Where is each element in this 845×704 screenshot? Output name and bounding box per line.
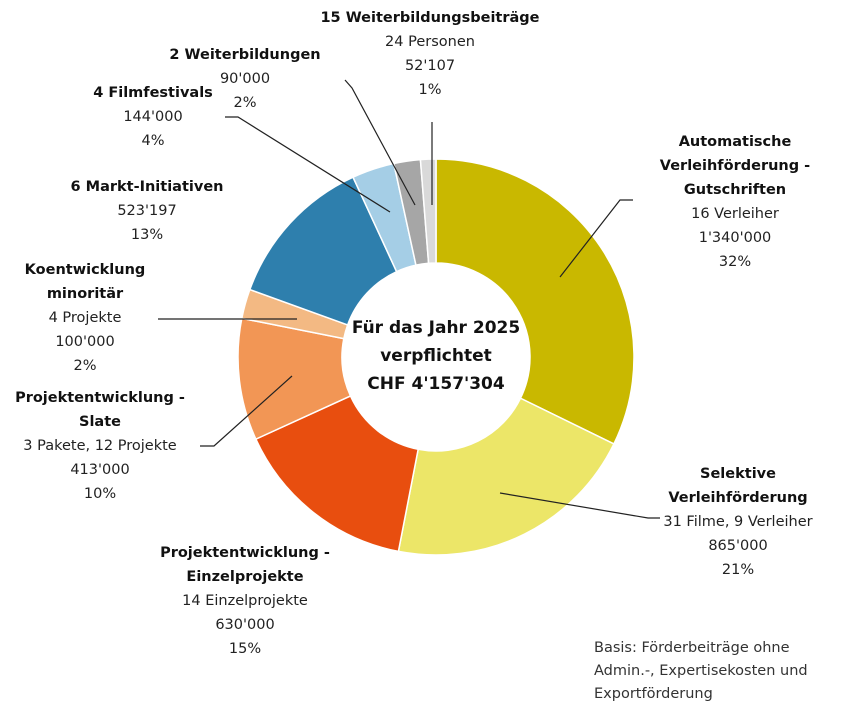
value-label: 144'000 <box>123 109 182 125</box>
share-label: 13% <box>131 227 163 243</box>
slice-label: 15 Weiterbildungsbeiträge <box>320 10 539 26</box>
share-label: 4% <box>141 133 164 149</box>
slice-label: Slate <box>79 414 121 430</box>
slice-label: Koentwicklung <box>25 262 146 278</box>
slice <box>397 397 615 556</box>
slice-label: Verleihförderung - <box>660 158 810 174</box>
share-label: 2% <box>73 358 96 374</box>
share-label: 15% <box>229 641 261 657</box>
slice-label: 2 Weiterbildungen <box>169 47 320 63</box>
share-label: 32% <box>719 254 751 270</box>
value-label: 100'000 <box>55 334 114 350</box>
slice-detail: 24 Personen <box>385 34 475 50</box>
slice-label: Einzelprojekte <box>186 569 303 585</box>
value-label: 90'000 <box>220 71 270 87</box>
value-label: 413'000 <box>70 462 129 478</box>
footnote: Basis: Förderbeiträge ohne <box>594 640 790 656</box>
center-text: CHF 4'157'304 <box>367 374 505 394</box>
slice-label: 4 Filmfestivals <box>93 85 213 101</box>
footnote: Exportförderung <box>594 686 713 702</box>
slice-detail: 3 Pakete, 12 Projekte <box>23 438 177 454</box>
slice <box>254 394 420 553</box>
slice-label: Projektentwicklung - <box>15 390 185 406</box>
value-label: 523'197 <box>117 203 176 219</box>
leader-line <box>559 199 633 278</box>
footnote: Admin.-, Expertisekosten und <box>594 663 808 679</box>
slice-detail: 14 Einzelprojekte <box>182 593 308 609</box>
slice-label: Gutschriften <box>684 182 786 198</box>
share-label: 2% <box>233 95 256 111</box>
leader-line <box>499 492 660 519</box>
slice-label: minoritär <box>47 286 124 302</box>
share-label: 10% <box>84 486 116 502</box>
slice-label: Automatische <box>679 134 792 150</box>
slice <box>435 158 635 445</box>
slice-detail: 16 Verleiher <box>691 206 779 222</box>
slice-label: Verleihförderung <box>668 490 807 506</box>
center-text: Für das Jahr 2025 <box>352 318 520 338</box>
value-label: 865'000 <box>708 538 767 554</box>
slice-detail: 4 Projekte <box>49 310 122 326</box>
value-label: 1'340'000 <box>699 230 772 246</box>
share-label: 21% <box>722 562 754 578</box>
share-label: 1% <box>418 82 441 98</box>
value-label: 630'000 <box>215 617 274 633</box>
value-label: 52'107 <box>405 58 455 74</box>
center-text: verpflichtet <box>380 346 492 366</box>
leader-line <box>225 116 391 213</box>
leader-line <box>200 375 293 447</box>
slice-label: Projektentwicklung - <box>160 545 330 561</box>
slice-label: Selektive <box>700 466 776 482</box>
slice-detail: 31 Filme, 9 Verleiher <box>663 514 812 530</box>
leader-line <box>344 79 416 206</box>
slice-label: 6 Markt-Initiativen <box>71 179 224 195</box>
